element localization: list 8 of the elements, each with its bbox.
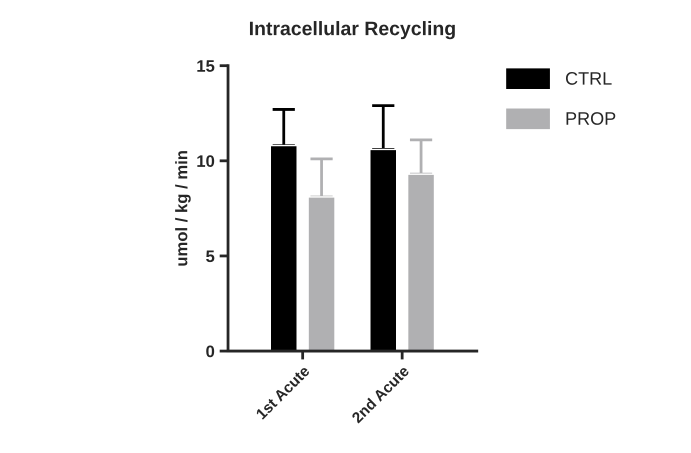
y-tick-label: 0 [206,345,214,358]
legend-label: PROP [566,112,616,125]
y-tick-label: 15 [197,60,214,72]
chart-title: Intracellular Recycling [250,21,455,40]
y-tick-label: 10 [197,155,214,168]
legend-label: CTRL [566,72,612,85]
y-tick-label: 5 [206,250,214,262]
y-axis-title: umol / kg / min [175,151,191,266]
